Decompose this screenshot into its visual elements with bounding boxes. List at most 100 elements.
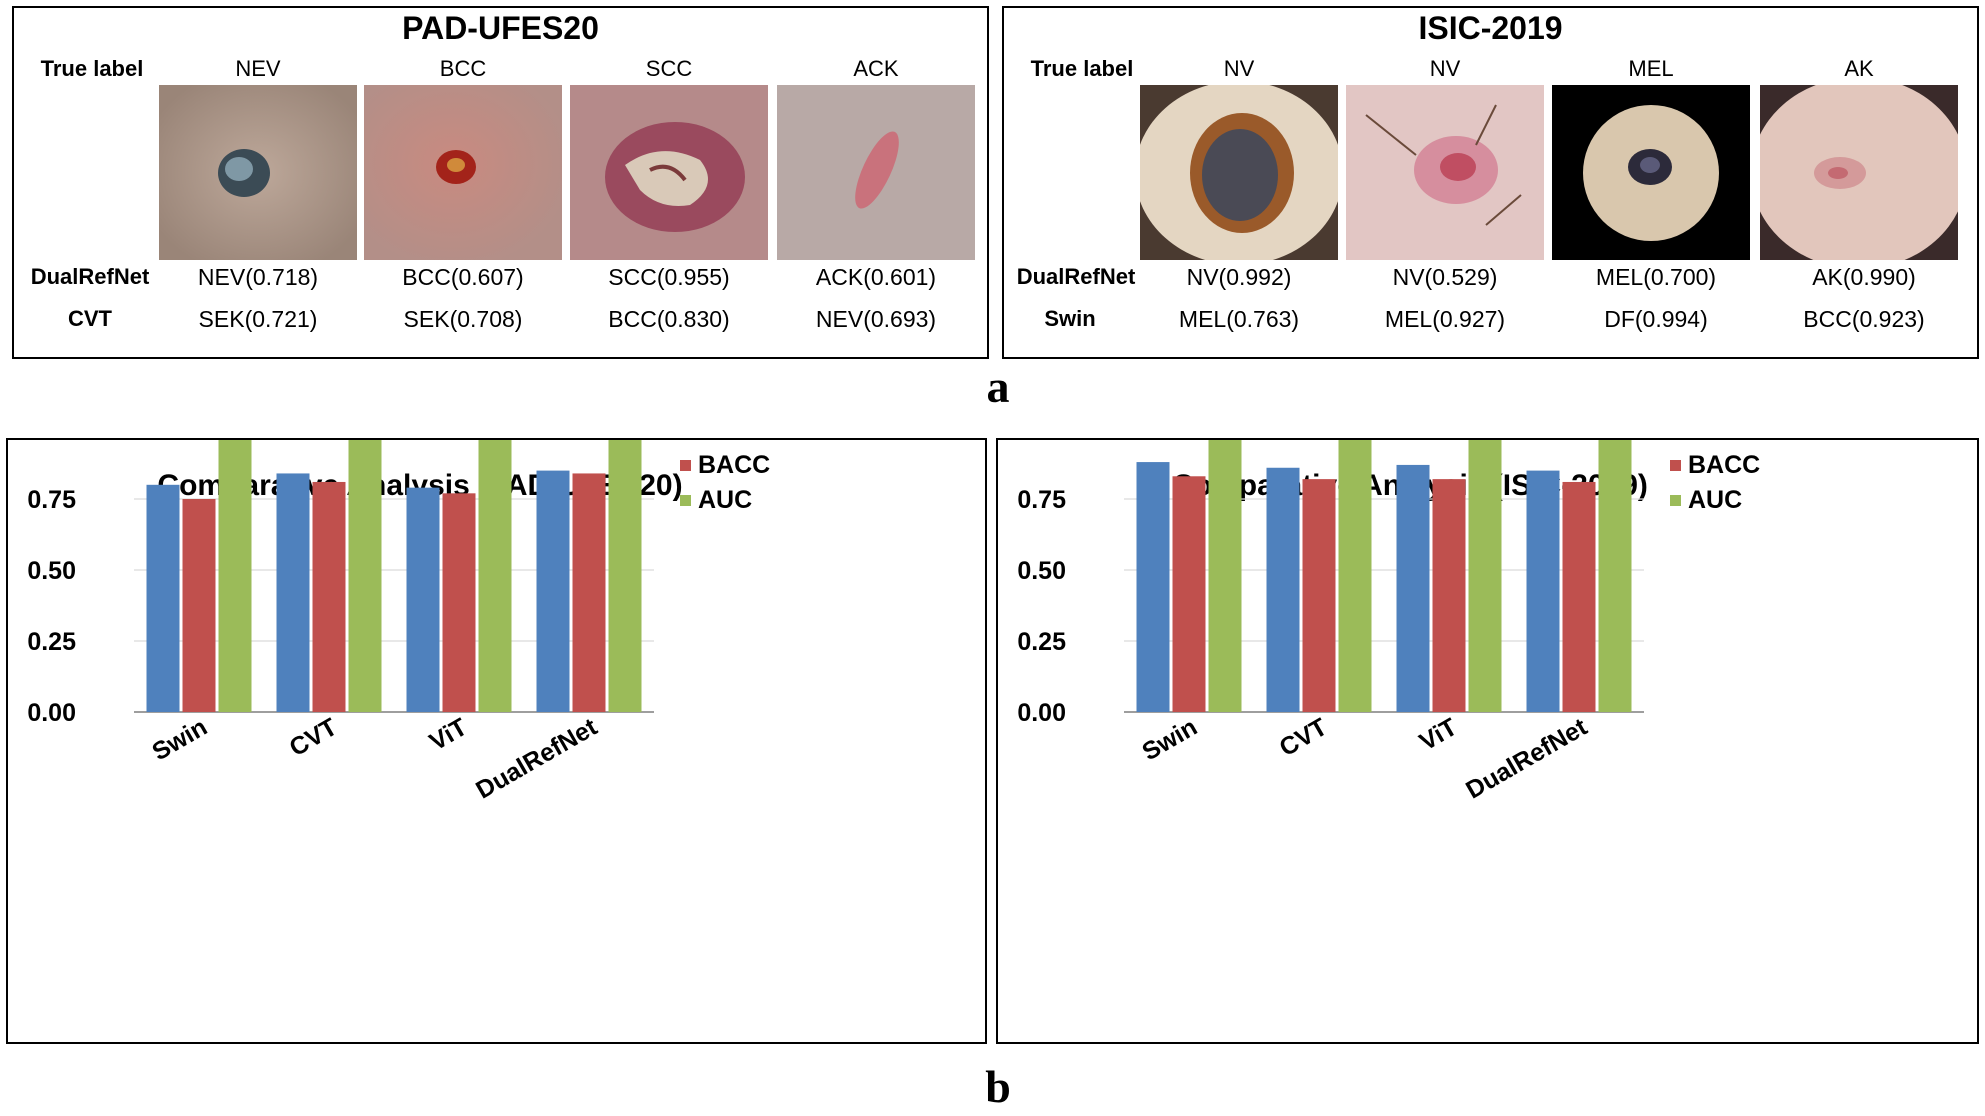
- legend-swatch-bacc: [680, 460, 691, 471]
- true-label-nev: NEV: [235, 56, 281, 81]
- legend-label-acc: ACC: [1688, 440, 1742, 444]
- bar-auc-vit: [478, 440, 512, 712]
- subfigure-label-a: a: [986, 361, 1010, 412]
- x-tick-label-vit: ViT: [425, 713, 472, 756]
- bar-acc-swin: [1136, 462, 1170, 712]
- lesion-image-nv-2: [1346, 85, 1544, 260]
- x-tick-label-swin: Swin: [147, 713, 212, 766]
- subfigure-label-b: b: [985, 1061, 1011, 1112]
- model1-row-label: DualRefNet: [1016, 264, 1136, 289]
- bar-acc-vit: [406, 487, 440, 712]
- lesion-image-nev: [159, 85, 357, 260]
- isic-2019-examples-panel: ISIC-2019 True label NV NV MEL AK: [1002, 6, 1979, 359]
- lesion-image-nv-1: [1140, 85, 1338, 260]
- bar-bacc-swin: [1172, 476, 1206, 712]
- pad-ufes20-bar-chart: Comparative Analysis (PAD-UFES20) 0.00 0.2…: [6, 438, 987, 1044]
- bar-acc-vit: [1396, 464, 1430, 712]
- y-tick-label: 0.75: [27, 486, 76, 514]
- y-tick-label: 1.00: [1017, 440, 1066, 443]
- isic-model1-pred-1: NV(0.992): [1186, 264, 1292, 290]
- y-tick-label: 0.75: [1017, 486, 1066, 514]
- bar-acc-dualrefnet: [1526, 470, 1560, 712]
- true-label-mel: MEL: [1628, 56, 1674, 81]
- true-label-ack: ACK: [853, 56, 899, 81]
- lesion-image-scc: [570, 85, 768, 260]
- isic-model1-pred-4: AK(0.990): [1812, 264, 1916, 290]
- true-label-bcc: BCC: [439, 56, 487, 81]
- true-label-header: True label: [40, 56, 144, 81]
- bar-auc-swin: [1208, 440, 1242, 712]
- bar-acc-cvt: [276, 473, 310, 712]
- bar-bacc-cvt: [312, 481, 346, 712]
- x-tick-label-dualrefnet: DualRefNet: [471, 713, 602, 805]
- isic-model2-pred-3: DF(0.994): [1604, 306, 1708, 332]
- bar-acc-swin: [146, 484, 180, 712]
- pad-model1-pred-3: SCC(0.955): [608, 264, 730, 290]
- lesion-image-bcc: [364, 85, 562, 260]
- pad-model2-pred-3: BCC(0.830): [608, 306, 730, 332]
- isic-model1-pred-2: NV(0.529): [1392, 264, 1498, 290]
- legend-label-bacc: BACC: [698, 451, 770, 479]
- bar-bacc-dualrefnet: [572, 473, 606, 712]
- y-tick-label: 0.50: [27, 557, 76, 585]
- model1-row-label: DualRefNet: [30, 264, 150, 289]
- isic-model2-pred-2: MEL(0.927): [1384, 306, 1506, 332]
- bar-bacc-vit: [442, 493, 476, 712]
- bar-bacc-dualrefnet: [1562, 481, 1596, 712]
- pad-chart-svg: Comparative Analysis (PAD-UFES20)0.000.2…: [27, 440, 770, 805]
- pad-ufes20-examples-panel: PAD-UFES20 True label NEV BCC SCC ACK: [12, 6, 989, 359]
- lesion-image-mel: [1552, 85, 1750, 260]
- y-tick-label: 0.00: [1017, 699, 1066, 727]
- pad-model2-pred-2: SEK(0.708): [403, 306, 523, 332]
- legend-label-bacc: BACC: [1688, 451, 1760, 479]
- isic-chart-svg: Comparative Analysis (ISIC-2019)0.000.25…: [1017, 440, 1760, 805]
- legend-swatch-auc: [680, 495, 691, 506]
- y-tick-label: 0.50: [1017, 557, 1066, 585]
- isic-2019-bar-chart: Comparative Analysis (ISIC-2019)0.000.25…: [996, 438, 1979, 1044]
- bar-bacc-cvt: [1302, 479, 1336, 712]
- y-tick-label: 1.00: [27, 440, 76, 443]
- legend-swatch-bacc: [1670, 460, 1681, 471]
- legend-label-auc: AUC: [1688, 486, 1742, 514]
- bar-auc-vit: [1468, 440, 1502, 712]
- true-label-ak: AK: [1844, 56, 1874, 81]
- lesion-image-ack: [777, 85, 975, 260]
- x-tick-label-vit: ViT: [1415, 713, 1462, 756]
- bar-acc-dualrefnet: [536, 470, 570, 712]
- legend-swatch-auc: [1670, 495, 1681, 506]
- true-label-nv-1: NV: [1223, 56, 1255, 81]
- isic-panel-title: ISIC-2019: [1418, 10, 1563, 46]
- isic-model1-pred-3: MEL(0.700): [1595, 264, 1717, 290]
- x-tick-label-cvt: CVT: [1275, 713, 1332, 762]
- pad-model2-pred-4: NEV(0.693): [815, 306, 937, 332]
- bar-auc-swin: [218, 440, 252, 712]
- bar-auc-cvt: [1338, 440, 1372, 712]
- true-label-header: True label: [1030, 56, 1134, 81]
- legend-label-acc: ACC: [698, 440, 752, 444]
- isic-model2-pred-1: MEL(0.763): [1178, 306, 1300, 332]
- x-tick-label-dualrefnet: DualRefNet: [1461, 713, 1592, 805]
- bar-auc-dualrefnet: [1598, 440, 1632, 712]
- bar-bacc-vit: [1432, 479, 1466, 712]
- bar-auc-cvt: [348, 440, 382, 712]
- pad-model1-pred-1: NEV(0.718): [197, 264, 319, 290]
- isic-model2-pred-4: BCC(0.923): [1803, 306, 1925, 332]
- pad-model2-pred-1: SEK(0.721): [198, 306, 318, 332]
- bar-acc-cvt: [1266, 467, 1300, 712]
- true-label-scc: SCC: [645, 56, 693, 81]
- model2-row-label: CVT: [68, 306, 112, 331]
- y-tick-label: 0.25: [1017, 628, 1066, 656]
- lesion-image-ak: [1760, 85, 1958, 260]
- bar-auc-dualrefnet: [608, 440, 642, 712]
- x-tick-label-cvt: CVT: [285, 713, 342, 762]
- pad-panel-title: PAD-UFES20: [402, 10, 599, 46]
- y-tick-label: 0.00: [27, 699, 76, 727]
- pad-model1-pred-4: ACK(0.601): [815, 264, 937, 290]
- bar-bacc-swin: [182, 499, 216, 712]
- legend-label-auc: AUC: [698, 486, 752, 514]
- y-tick-label: 0.25: [27, 628, 76, 656]
- true-label-nv-2: NV: [1429, 56, 1461, 81]
- pad-model1-pred-2: BCC(0.607): [402, 264, 524, 290]
- x-tick-label-swin: Swin: [1137, 713, 1202, 766]
- model2-row-label: Swin: [1044, 306, 1096, 331]
